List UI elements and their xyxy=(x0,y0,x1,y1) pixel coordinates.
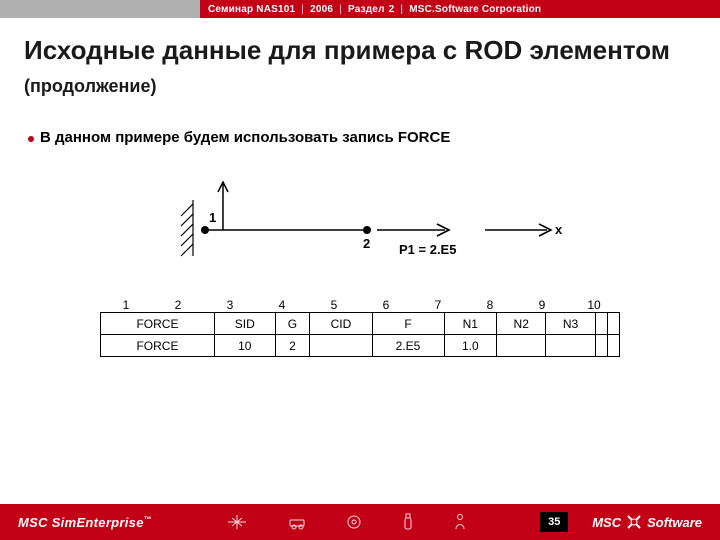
col-num: 9 xyxy=(516,298,568,312)
force-table-wrap: 1 2 3 4 5 6 7 8 9 10 FORCE SID G CID F N… xyxy=(100,298,620,357)
col-num: 7 xyxy=(412,298,464,312)
header-bar: Семинар NAS101 | 2006 | Раздел 2 | MSC.S… xyxy=(0,0,720,18)
table-row: FORCE SID G CID F N1 N2 N3 xyxy=(101,313,620,335)
x-logo-icon xyxy=(625,513,643,531)
person-icon xyxy=(454,513,466,531)
plane-icon xyxy=(226,513,248,531)
cell: G xyxy=(275,313,310,335)
cell: FORCE xyxy=(101,335,215,357)
bottle-icon xyxy=(402,513,414,531)
title-block: Исходные данные для примера с ROD элемен… xyxy=(0,18,720,103)
page-number: 35 xyxy=(548,516,560,528)
col-num: 4 xyxy=(256,298,308,312)
col-num: 10 xyxy=(568,298,620,312)
cell: SID xyxy=(214,313,275,335)
cell xyxy=(546,335,595,357)
cell xyxy=(497,335,546,357)
column-numbers-row: 1 2 3 4 5 6 7 8 9 10 xyxy=(100,298,620,312)
cell: N1 xyxy=(444,313,497,335)
header-year: 2006 xyxy=(310,4,333,15)
brand-left-text: MSC SimEnterprise xyxy=(18,515,144,530)
cell xyxy=(607,335,619,357)
title-main: Исходные данные для примера с ROD элемен… xyxy=(24,35,670,65)
header-seminar: Семинар NAS101 xyxy=(208,4,295,15)
col-num: 3 xyxy=(204,298,256,312)
col-num: 1 xyxy=(100,298,152,312)
cell: FORCE xyxy=(101,313,215,335)
cell: 1.0 xyxy=(444,335,497,357)
footer-bar: MSC SimEnterprise™ 35 MSC Software xyxy=(0,504,720,540)
car-icon xyxy=(288,513,306,531)
col-num: 5 xyxy=(308,298,360,312)
cell: 10 xyxy=(214,335,275,357)
force-table: FORCE SID G CID F N1 N2 N3 FORCE 10 2 2 xyxy=(100,312,620,357)
trademark-symbol: ™ xyxy=(144,515,152,524)
table-row: FORCE 10 2 2.E5 1.0 xyxy=(101,335,620,357)
force-value-label: P1 = 2.E5 xyxy=(399,242,456,257)
target-icon xyxy=(346,514,362,530)
separator: | xyxy=(394,4,409,15)
col-num: 8 xyxy=(464,298,516,312)
brand-right-b: Software xyxy=(647,515,702,530)
header-section-label: Раздел xyxy=(348,4,385,15)
rod-diagram: 1 2 P1 = 2.E5 x xyxy=(145,170,575,280)
cell: F xyxy=(372,313,444,335)
content-area: В данном примере будем использовать запи… xyxy=(0,103,720,357)
bullet-text: В данном примере будем использовать запи… xyxy=(40,129,450,146)
separator: | xyxy=(333,4,348,15)
x-axis-label: x xyxy=(555,222,562,237)
header-section-num: 2 xyxy=(385,4,395,15)
brand-simenterprise: MSC SimEnterprise™ xyxy=(0,515,152,530)
title-continuation: (продолжение) xyxy=(24,76,157,96)
brand-mscsoftware: MSC Software xyxy=(592,513,720,531)
bullet-item: В данном примере будем использовать запи… xyxy=(28,129,692,146)
cell xyxy=(595,313,607,335)
page-title: Исходные данные для примера с ROD элемен… xyxy=(24,34,696,99)
page-number-badge: 35 xyxy=(540,512,568,532)
header-company: MSC.Software Corporation xyxy=(409,4,541,15)
cell xyxy=(607,313,619,335)
header-breadcrumb: Семинар NAS101 | 2006 | Раздел 2 | MSC.S… xyxy=(200,0,720,18)
node2-label: 2 xyxy=(363,236,370,251)
cell xyxy=(595,335,607,357)
cell: CID xyxy=(310,313,372,335)
header-gray-segment xyxy=(0,0,200,18)
node1-label: 1 xyxy=(209,210,216,225)
cell: N2 xyxy=(497,313,546,335)
separator: | xyxy=(295,4,310,15)
footer-icon-row xyxy=(152,513,540,531)
col-num: 2 xyxy=(152,298,204,312)
brand-right-a: MSC xyxy=(592,515,621,530)
cell: 2 xyxy=(275,335,310,357)
col-num: 6 xyxy=(360,298,412,312)
cell xyxy=(310,335,372,357)
cell: 2.E5 xyxy=(372,335,444,357)
cell: N3 xyxy=(546,313,595,335)
diagram-svg xyxy=(145,170,575,280)
bullet-icon xyxy=(28,136,34,142)
